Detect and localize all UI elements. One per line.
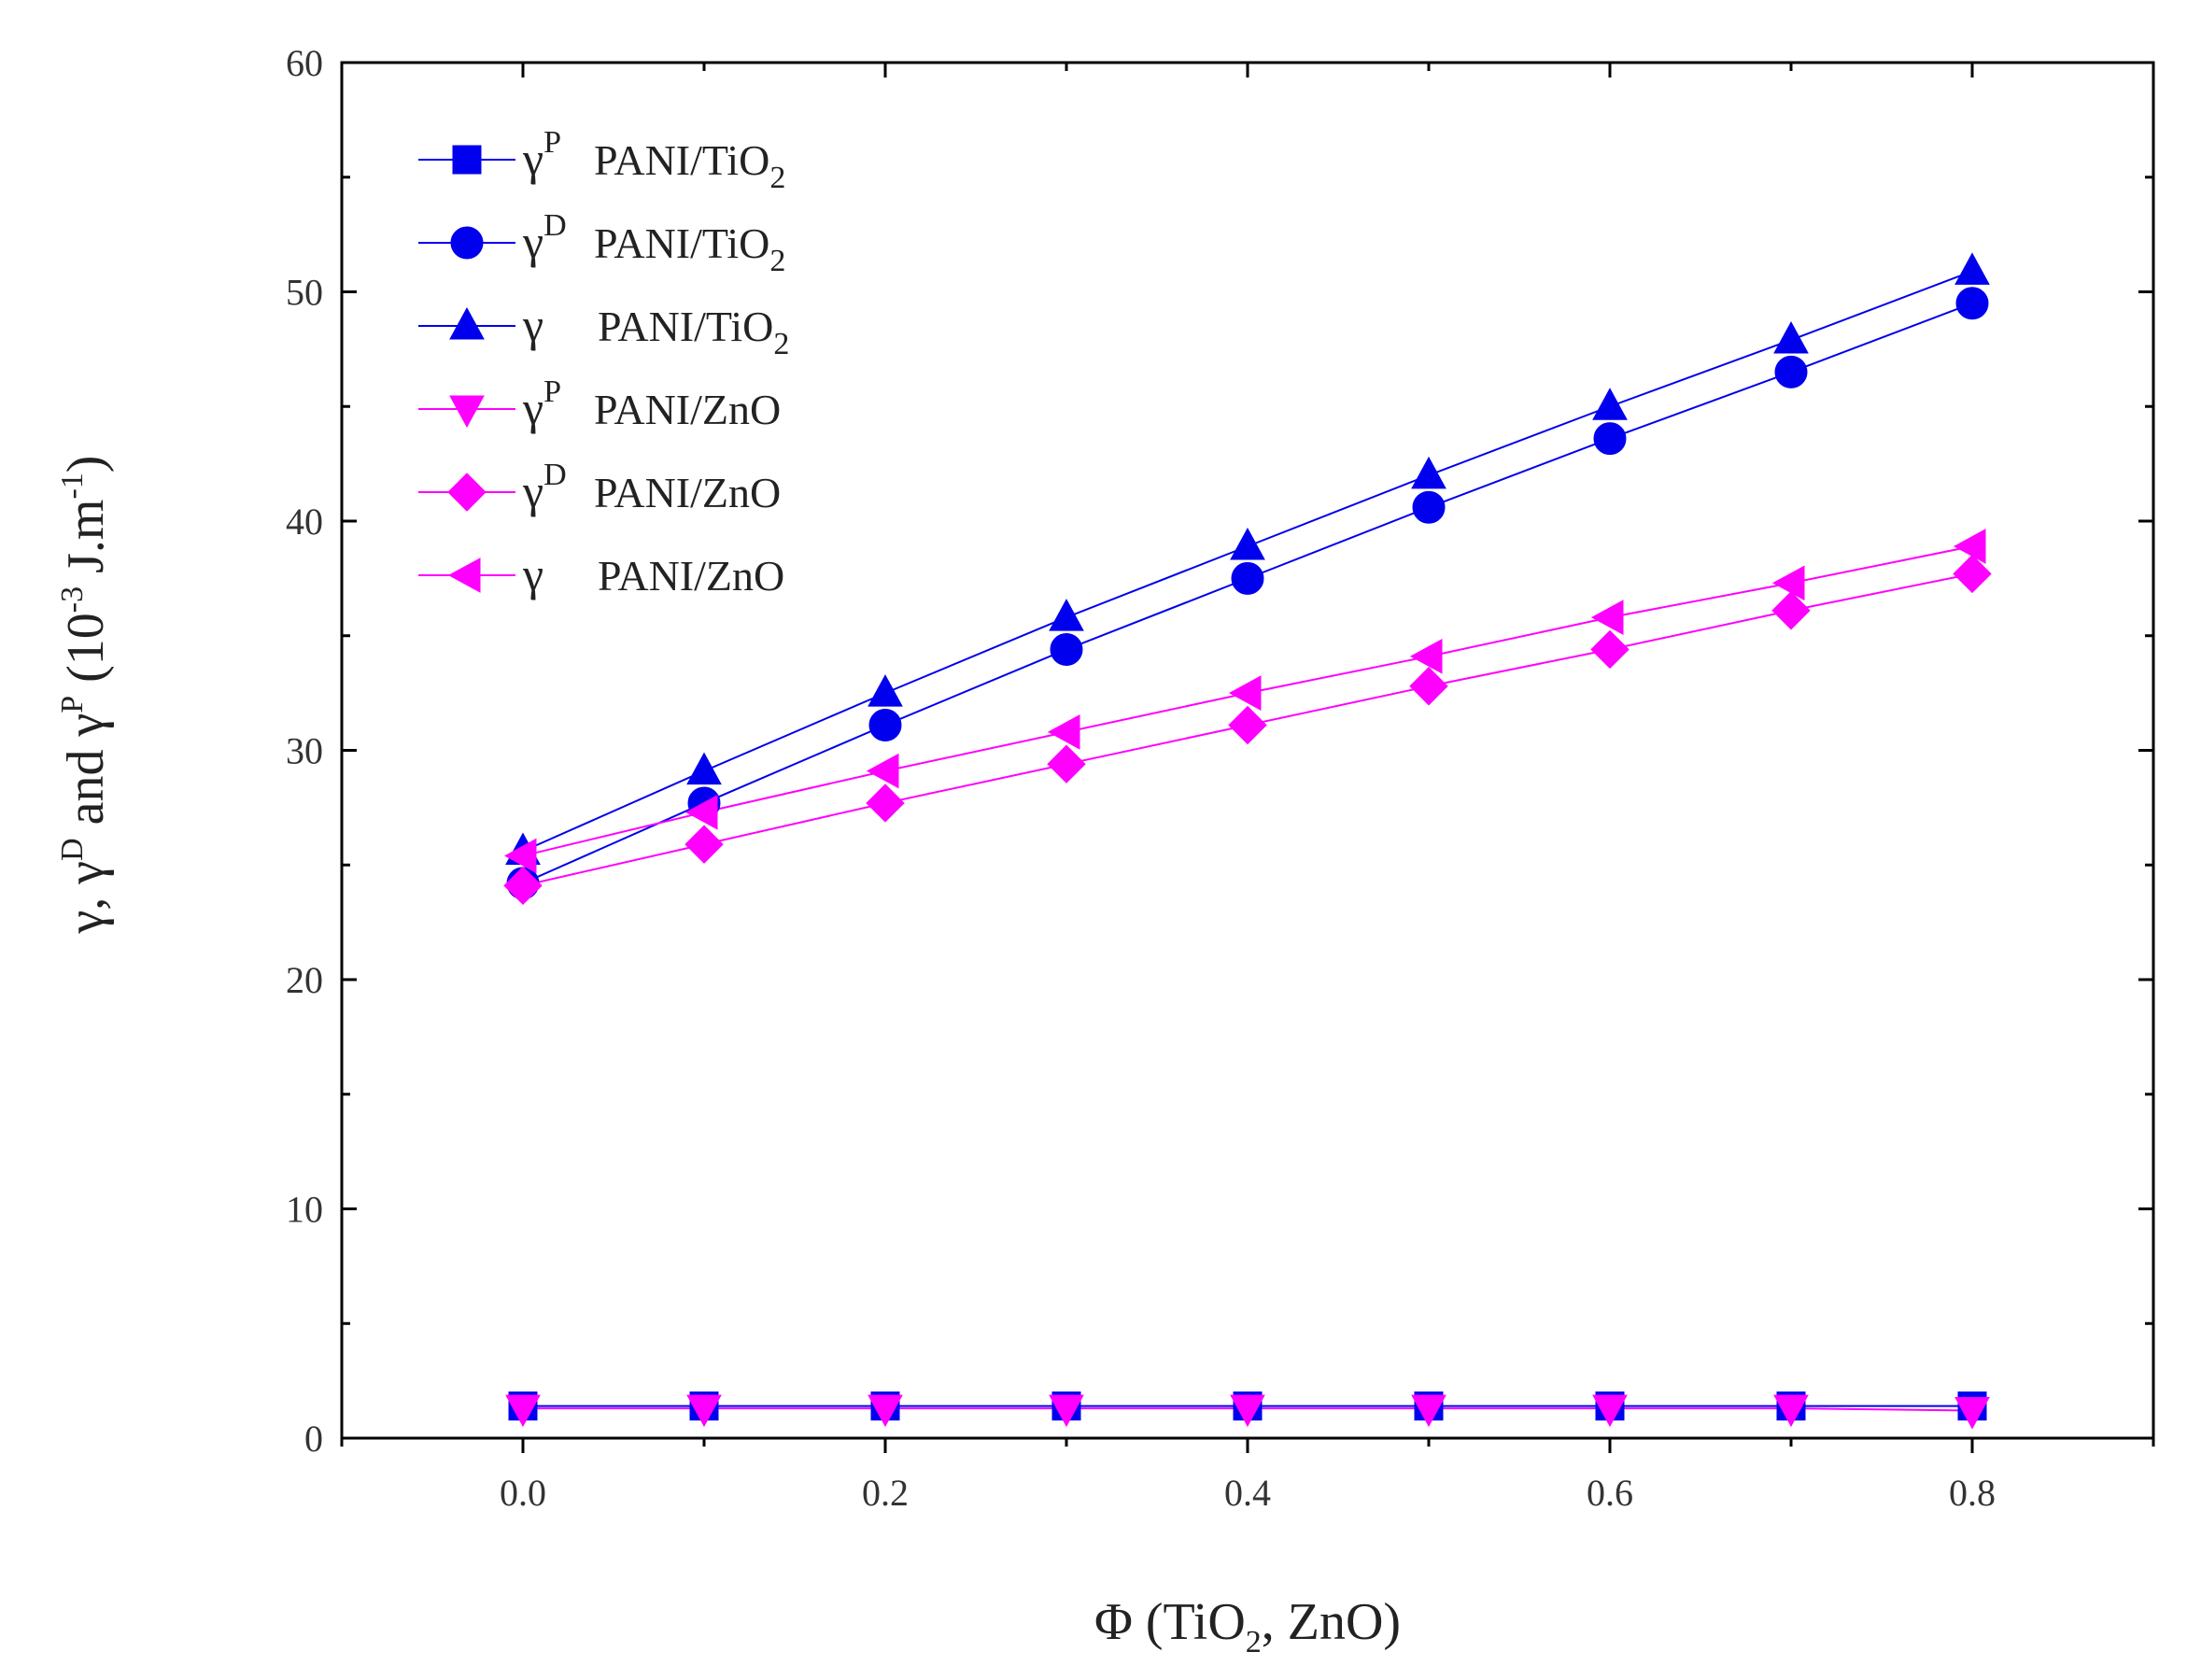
marker-g-zno [1047, 714, 1080, 750]
marker-g-zno [1409, 639, 1443, 674]
marker-gp-zno [1411, 1394, 1446, 1428]
marker-gd-zno [1771, 591, 1811, 630]
marker-gp-zno [1773, 1394, 1809, 1428]
series-markers [503, 252, 1992, 1430]
y-tick-label: 50 [286, 272, 323, 314]
marker-g-zno [1590, 600, 1624, 635]
marker-g-zno [1228, 675, 1262, 711]
marker-g-tio2 [868, 674, 903, 707]
marker-gd-zno [866, 784, 905, 823]
marker-gd-tio2 [1774, 355, 1808, 388]
marker-g-tio2 [1049, 599, 1084, 631]
legend-symbol: γ [522, 299, 543, 351]
marker-g-tio2 [686, 752, 722, 785]
marker-g-tio2 [1954, 252, 1990, 285]
legend-symbol: γP [522, 374, 561, 434]
marker-gd-tio2 [1050, 632, 1083, 666]
marker-g-tio2 [1592, 388, 1628, 420]
axis-ticks: 0 10 20 30 40 50 60 0.0 0.2 0.4 0.6 0.8 [286, 42, 2155, 1514]
legend-symbol: γP [522, 125, 561, 185]
x-tick-label: 0.4 [1224, 1472, 1271, 1514]
marker-g-tio2 [1773, 321, 1809, 354]
y-tick-label: 60 [286, 42, 323, 84]
legend-marker-g-zno [447, 558, 481, 593]
legend-label: PANI/ZnO [594, 469, 781, 516]
marker-gp-zno [686, 1394, 722, 1428]
marker-g-zno [866, 753, 899, 789]
y-axis-label: γ, γD and γP (10-3 J.m-1) [55, 456, 115, 935]
x-tick-label: 0.8 [1949, 1472, 1996, 1514]
legend-symbol: γD [522, 208, 567, 268]
legend-symbol: γD [522, 458, 567, 517]
y-tick-label: 10 [286, 1189, 323, 1231]
marker-gp-zno [1230, 1394, 1265, 1428]
legend-label: PANI/TiO2 [594, 136, 785, 195]
legend-label: PANI/TiO2 [594, 219, 785, 278]
marker-gd-tio2 [1593, 422, 1627, 456]
marker-gd-tio2 [1955, 287, 1989, 320]
marker-gp-zno [868, 1394, 903, 1428]
series-lines [522, 270, 1973, 1412]
marker-gd-zno [1409, 667, 1448, 706]
marker-g-tio2 [1230, 527, 1265, 560]
marker-gd-tio2 [1412, 490, 1446, 524]
marker-gp-zno [1049, 1394, 1084, 1428]
marker-gd-zno [503, 866, 543, 906]
marker-g-zno [684, 794, 718, 830]
legend-marker-gp-tio2 [452, 145, 482, 175]
y-tick-label: 40 [286, 501, 323, 543]
marker-gp-zno [1954, 1397, 1990, 1430]
y-tick-label: 0 [304, 1418, 323, 1460]
legend-marker-gd-zno [447, 473, 487, 512]
x-tick-label: 0.2 [862, 1472, 909, 1514]
marker-gd-zno [1590, 629, 1630, 670]
legend-symbol: γ [522, 548, 543, 600]
legend-marker-g-tio2 [449, 306, 485, 340]
marker-gp-zno [505, 1394, 541, 1428]
plot-frame [340, 61, 2155, 1440]
marker-g-zno [1771, 565, 1805, 601]
marker-gd-zno [1953, 554, 1992, 594]
x-axis-label: Φ (TiO2, ZnO) [1094, 1593, 1401, 1659]
marker-gd-tio2 [868, 708, 902, 741]
legend-label: PANI/ZnO [594, 386, 781, 433]
y-tick-label: 30 [286, 730, 323, 772]
legend-label: PANI/TiO2 [598, 303, 789, 361]
legend-label: PANI/ZnO [598, 552, 784, 600]
x-tick-label: 0.6 [1587, 1472, 1633, 1514]
marker-gd-zno [1228, 705, 1267, 745]
marker-gp-zno [1592, 1394, 1628, 1428]
marker-gd-tio2 [1231, 561, 1264, 595]
marker-g-zno [503, 838, 537, 874]
marker-g-zno [1953, 529, 1986, 564]
legend-marker-gd-tio2 [450, 226, 484, 260]
y-tick-label: 20 [286, 959, 323, 1001]
x-tick-label: 0.0 [500, 1472, 546, 1514]
legend-marker-gp-zno [449, 395, 485, 429]
marker-gd-zno [1047, 744, 1086, 784]
legend: γP PANI/TiO2 γD PANI/TiO2 γ PANI/TiO2 γP PANI/Z… [418, 125, 789, 600]
marker-g-tio2 [1411, 456, 1446, 489]
marker-gd-zno [684, 825, 724, 864]
